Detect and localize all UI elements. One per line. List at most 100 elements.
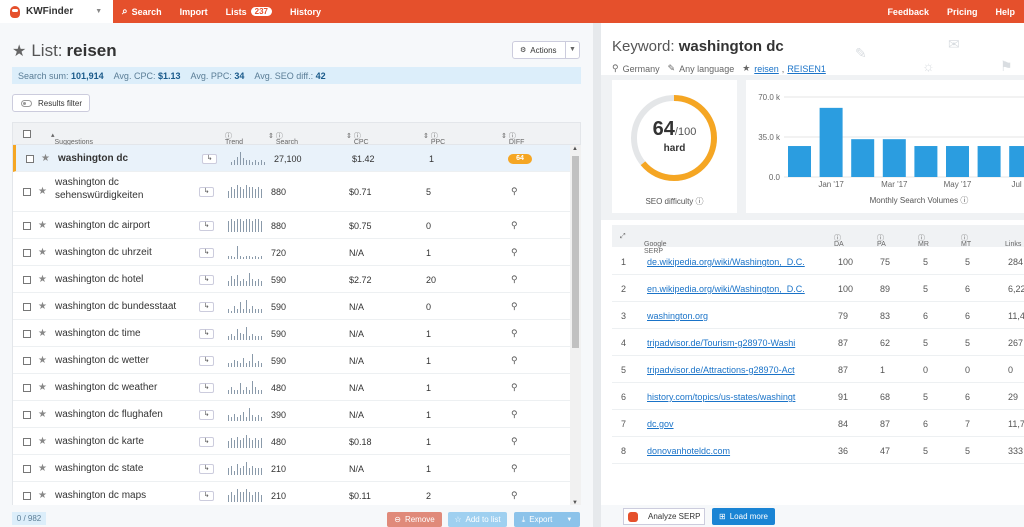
star-icon[interactable]: ★: [38, 247, 47, 258]
table-row[interactable]: ★ washington dc maps ↳ 210 $0.11 2 ⚲: [13, 482, 570, 506]
row-checkbox[interactable]: [23, 249, 31, 257]
row-checkbox[interactable]: [23, 357, 31, 365]
col-ppc[interactable]: ⇕ PPC ⓘ: [423, 133, 446, 146]
search-keyword-arrow-icon[interactable]: ↳: [199, 248, 214, 258]
chart-bar[interactable]: [977, 146, 1001, 177]
star-icon[interactable]: ★: [38, 463, 47, 474]
row-checkbox[interactable]: [23, 188, 31, 196]
table-row[interactable]: ★ washington dc sehenswürdigkeiten ↳ 880 $0.…: [13, 172, 570, 212]
keyword-text[interactable]: washington dc flughafen: [55, 409, 163, 420]
magnifier-icon[interactable]: ⚲: [511, 490, 518, 500]
row-checkbox[interactable]: [23, 222, 31, 230]
star-icon[interactable]: ★: [38, 274, 47, 285]
actions-button[interactable]: ⚙ Actions ▼: [512, 41, 580, 59]
keyword-text[interactable]: washington dc bundesstaat: [55, 301, 177, 312]
magnifier-icon[interactable]: ⚲: [511, 436, 518, 446]
scroll-up-icon[interactable]: ▲: [572, 146, 578, 152]
scrollbar-thumb[interactable]: [572, 156, 579, 348]
nav-search[interactable]: ⌕ Search: [113, 0, 171, 23]
row-checkbox[interactable]: [26, 155, 34, 163]
serp-col-mt[interactable]: MT ⓘ: [961, 235, 972, 248]
magnifier-icon[interactable]: ⚲: [511, 355, 518, 365]
magnifier-icon[interactable]: ⚲: [511, 301, 518, 311]
nav-lists[interactable]: Lists 237: [217, 0, 281, 23]
table-row[interactable]: ★ washington dc bundesstaat ↳ 590 N/A 0 ⚲: [13, 293, 570, 320]
magnifier-icon[interactable]: ⚲: [511, 186, 518, 196]
keyword-text[interactable]: washington dc airport: [55, 220, 151, 231]
analyze-serp-button[interactable]: Analyze SERP: [623, 508, 705, 525]
difficulty-badge[interactable]: 64: [508, 154, 532, 164]
keyword-text[interactable]: washington dc time: [55, 328, 141, 339]
table-row[interactable]: ★ washington dc ↳ 27,100 $1.42 1 64: [13, 145, 570, 172]
table-row[interactable]: ★ washington dc time ↳ 590 N/A 1 ⚲: [13, 320, 570, 347]
star-icon[interactable]: ★: [38, 436, 47, 447]
search-keyword-arrow-icon[interactable]: ↳: [199, 275, 214, 285]
serp-url-link[interactable]: en.wikipedia.org/wiki/Washington,_D.C.: [647, 284, 805, 294]
serp-url-link[interactable]: history.com/topics/us-states/washingt: [647, 392, 796, 402]
table-row[interactable]: ★ washington dc airport ↳ 880 $0.75 0 ⚲: [13, 212, 570, 239]
search-keyword-arrow-icon[interactable]: ↳: [199, 410, 214, 420]
keyword-text[interactable]: washington dc weather: [55, 382, 158, 393]
select-all-checkbox[interactable]: [23, 130, 31, 138]
chart-bar[interactable]: [946, 146, 969, 177]
star-icon[interactable]: ★: [38, 409, 47, 420]
magnifier-icon[interactable]: ⚲: [511, 247, 518, 257]
table-row[interactable]: ★ washington dc state ↳ 210 N/A 1 ⚲: [13, 455, 570, 482]
keyword-text[interactable]: washington dc uhrzeit: [55, 247, 152, 258]
list-link-reisen1[interactable]: REISEN1: [787, 63, 826, 74]
table-row[interactable]: ★ washington dc karte ↳ 480 $0.18 1 ⚲: [13, 428, 570, 455]
search-keyword-arrow-icon[interactable]: ↳: [202, 154, 217, 164]
row-checkbox[interactable]: [23, 411, 31, 419]
nav-history[interactable]: History: [281, 0, 330, 23]
nav-import[interactable]: Import: [171, 0, 217, 23]
keyword-text[interactable]: washington dc karte: [55, 436, 144, 447]
keyword-text[interactable]: washington dc state: [55, 463, 144, 474]
serp-url-link[interactable]: tripadvisor.de/Tourism-g28970-Washi: [647, 338, 796, 348]
keyword-text[interactable]: washington dc wetter: [55, 355, 149, 366]
chevron-down-icon[interactable]: ▼: [565, 42, 579, 58]
star-icon[interactable]: ★: [38, 355, 47, 366]
magnifier-icon[interactable]: ⚲: [511, 409, 518, 419]
search-keyword-arrow-icon[interactable]: ↳: [199, 464, 214, 474]
add-to-list-button[interactable]: ☆ Add to list: [448, 512, 507, 527]
brand-menu[interactable]: KWFinder ▼: [0, 0, 113, 23]
results-filter-button[interactable]: Results filter: [12, 94, 90, 112]
expand-icon[interactable]: ⤢: [620, 233, 626, 240]
info-icon[interactable]: ⓘ: [695, 197, 704, 206]
serp-url-link[interactable]: de.wikipedia.org/wiki/Washington,_D.C.: [647, 257, 805, 267]
search-keyword-arrow-icon[interactable]: ↳: [199, 187, 214, 197]
star-icon[interactable]: ★: [41, 153, 50, 164]
table-row[interactable]: ★ washington dc wetter ↳ 590 N/A 1 ⚲: [13, 347, 570, 374]
panel-divider[interactable]: [593, 23, 601, 527]
magnifier-icon[interactable]: ⚲: [511, 328, 518, 338]
remove-button[interactable]: ⊖ Remove: [387, 512, 442, 527]
search-keyword-arrow-icon[interactable]: ↳: [199, 491, 214, 501]
chart-bar[interactable]: [914, 146, 938, 177]
star-icon[interactable]: ★: [38, 186, 47, 197]
magnifier-icon[interactable]: ⚲: [511, 382, 518, 392]
col-trend[interactable]: Trend ⓘ: [225, 133, 244, 146]
serp-col-da[interactable]: DA ⓘ: [834, 235, 844, 248]
star-icon[interactable]: ★: [38, 490, 47, 501]
serp-url-link[interactable]: donovanhoteldc.com: [647, 446, 731, 456]
search-keyword-arrow-icon[interactable]: ↳: [199, 329, 214, 339]
nav-pricing[interactable]: Pricing: [946, 6, 978, 17]
serp-col-mr[interactable]: MR ⓘ: [918, 235, 929, 248]
row-checkbox[interactable]: [23, 465, 31, 473]
chart-bar[interactable]: [851, 139, 875, 177]
magnifier-icon[interactable]: ⚲: [511, 220, 518, 230]
magnifier-icon[interactable]: ⚲: [511, 463, 518, 473]
search-keyword-arrow-icon[interactable]: ↳: [199, 356, 214, 366]
search-keyword-arrow-icon[interactable]: ↳: [199, 383, 214, 393]
list-link-reisen[interactable]: reisen: [754, 63, 779, 74]
col-diff[interactable]: ⇕ DIFF ⓘ: [501, 133, 525, 146]
star-icon[interactable]: ★: [38, 328, 47, 339]
keyword-text[interactable]: washington dc: [58, 153, 128, 164]
row-checkbox[interactable]: [23, 492, 31, 500]
nav-help[interactable]: Help: [995, 6, 1015, 17]
scroll-down-icon[interactable]: ▼: [572, 500, 578, 506]
table-scrollbar[interactable]: ▲ ▼: [570, 145, 581, 507]
chart-bar[interactable]: [788, 146, 811, 177]
col-search[interactable]: ⇕ Search ⓘ: [268, 133, 298, 146]
col-cpc[interactable]: ⇕ CPC ⓘ: [346, 133, 369, 146]
